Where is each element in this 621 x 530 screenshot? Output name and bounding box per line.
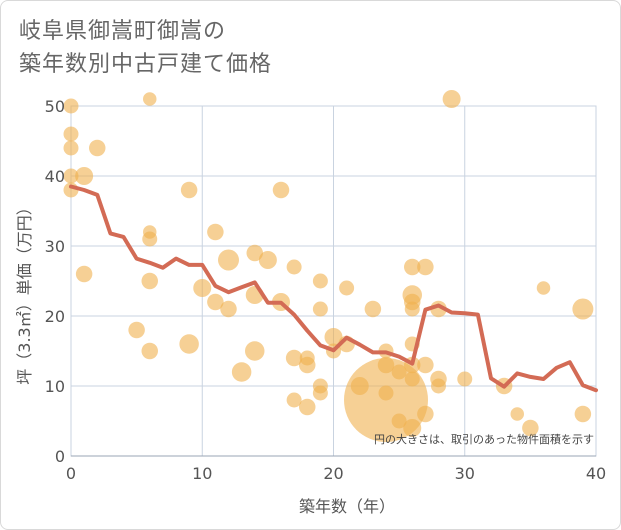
scatter-point — [63, 140, 79, 156]
scatter-point — [180, 181, 198, 199]
scatter-point — [63, 126, 79, 142]
scatter-point — [510, 407, 524, 421]
scatter-point — [404, 301, 420, 317]
scatter-point — [417, 356, 434, 374]
x-tick-label: 10 — [192, 464, 212, 483]
scatter-point — [574, 405, 592, 423]
y-tick-label: 30 — [45, 237, 65, 256]
y-tick-label: 20 — [45, 307, 65, 326]
scatter-point — [63, 98, 79, 114]
scatter-point — [285, 349, 303, 367]
scatter-point — [339, 280, 355, 296]
scatter-point — [536, 281, 551, 295]
scatter-point — [404, 258, 421, 276]
scatter-point — [324, 328, 343, 346]
scatter-point — [143, 92, 157, 106]
scatter-point — [299, 398, 316, 416]
scatter-point — [193, 279, 212, 297]
x-tick-label: 0 — [66, 464, 76, 483]
scatter-point — [299, 350, 315, 366]
line-layer — [69, 184, 598, 393]
scatter-point — [143, 225, 157, 239]
scatter-point — [63, 168, 79, 184]
y-axis-title: 坪（3.3㎡）単価（万円） — [15, 199, 34, 384]
scatter-point — [431, 378, 446, 394]
scatter-point — [179, 334, 199, 354]
bubble-size-note: 円の大きさは、取引のあった物件面積を示す — [374, 432, 594, 446]
scatter-point — [457, 371, 473, 387]
bubble-layer — [63, 90, 594, 442]
scatter-point — [572, 298, 594, 320]
scatter-point — [75, 265, 93, 283]
scatter-point — [442, 90, 461, 108]
scatter-point — [350, 377, 369, 395]
y-tick-label: 50 — [45, 97, 65, 116]
x-axis-title: 築年数（年） — [299, 497, 395, 516]
scatter-point — [522, 419, 539, 437]
y-tick-label: 40 — [45, 167, 65, 186]
x-tick-label: 20 — [323, 464, 343, 483]
scatter-point — [286, 259, 302, 275]
scatter-point — [391, 413, 407, 429]
scatter-point — [141, 342, 158, 360]
scatter-point — [128, 321, 145, 339]
x-tick-label: 30 — [455, 464, 475, 483]
scatter-point — [417, 405, 434, 423]
y-tick-label: 10 — [45, 377, 65, 396]
x-tick-label: 40 — [586, 464, 606, 483]
scatter-point — [404, 371, 420, 387]
scatter-point — [207, 223, 224, 241]
y-tick-label: 0 — [55, 447, 65, 466]
scatter-point — [417, 258, 434, 276]
chart-title: 岐阜県御嵩町御嵩の 築年数別中古戸建て価格 — [19, 19, 273, 77]
scatter-point — [312, 385, 328, 401]
scatter-point — [89, 139, 106, 157]
scatter-point — [286, 392, 302, 408]
axis-layer: 0 10 20 30 40 50 0 10 20 30 40 — [45, 97, 607, 483]
scatter-point — [246, 244, 263, 262]
scatter-point — [141, 272, 158, 290]
scatter-point — [378, 385, 394, 401]
scatter-point — [272, 181, 290, 199]
scatter-point — [364, 300, 382, 318]
scatter-point — [218, 249, 239, 271]
scatter-point — [377, 356, 395, 374]
scatter-point — [231, 362, 252, 382]
scatter-point — [258, 251, 277, 269]
scatter-point — [75, 167, 94, 185]
scatter-point — [220, 300, 237, 318]
scatter-point — [391, 364, 407, 380]
scatter-point — [245, 341, 265, 361]
scatter-point — [207, 293, 224, 311]
scatter-point — [403, 419, 422, 437]
scatter-point — [312, 273, 328, 289]
scatter-point — [312, 301, 328, 317]
average-price-line — [69, 184, 598, 393]
